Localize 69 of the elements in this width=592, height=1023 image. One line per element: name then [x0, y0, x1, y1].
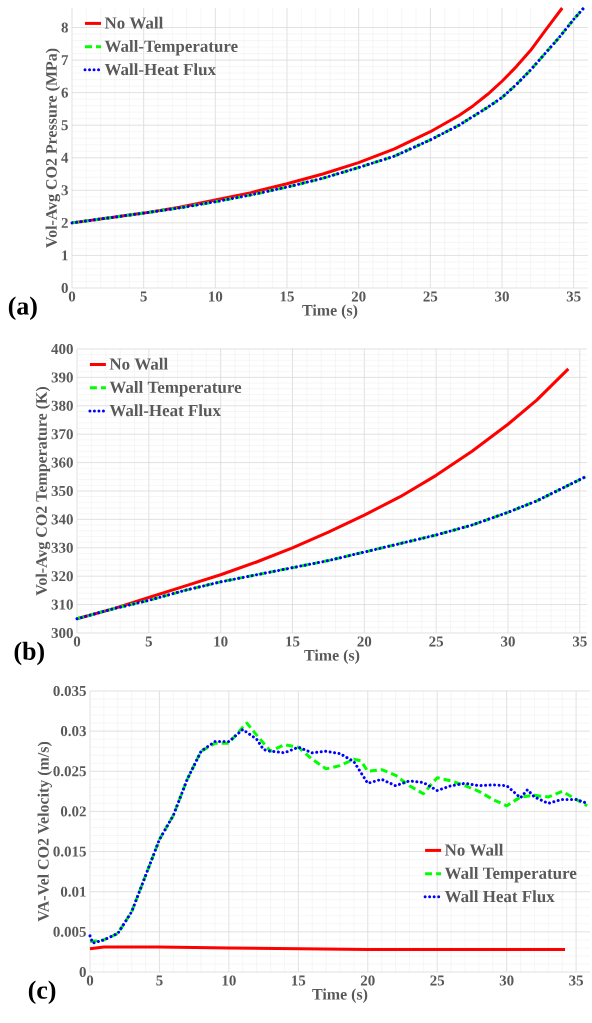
y-tick-label: 0.005 [53, 926, 86, 937]
x-tick-label: 0 [86, 975, 94, 986]
x-tick-label: 10 [214, 636, 228, 647]
legend-label: No Wall [109, 357, 168, 370]
y-tick-label: 320 [51, 571, 73, 582]
y-tick-label: 310 [51, 599, 73, 610]
y-tick-label: 7 [61, 55, 69, 65]
x-tick-label: 30 [495, 291, 509, 302]
x-tick-label: 5 [140, 291, 147, 302]
y-tick-label: 0.01 [60, 886, 86, 897]
y-tick-label: 390 [51, 372, 73, 383]
text: (c) [28, 980, 56, 1005]
y-tick-label: 340 [51, 514, 73, 525]
x-tick-label: 10 [209, 291, 223, 302]
x-tick-label: 35 [569, 975, 584, 986]
y-tick-label: 400 [51, 343, 73, 355]
legend-label: No Wall [444, 843, 504, 856]
x-tick-label: 15 [292, 975, 306, 986]
x-tick-label: 5 [156, 975, 163, 986]
line-series [75, 475, 588, 621]
x-tick-label: 25 [430, 975, 445, 986]
y-tick-label: 360 [51, 457, 73, 468]
y-tick-label: 300 [51, 627, 73, 639]
x-tick-label: 30 [499, 975, 514, 986]
legend-label: No Wall [104, 16, 164, 29]
y-tick-label: 0.03 [60, 726, 86, 737]
y-tick-label: 370 [51, 429, 73, 440]
x-tick-label: 35 [566, 291, 581, 302]
x-tick-label: 15 [280, 291, 294, 302]
legend-label: Wall-Temperature [104, 40, 238, 56]
y-tick-label: 8 [61, 22, 68, 33]
y-tick-label: 0 [61, 282, 68, 294]
x-tick-label: 25 [423, 291, 438, 302]
legend-label: Wall-Heat Flux [109, 404, 221, 417]
y-tick-label: 6 [61, 87, 69, 98]
y-tick-label: 0.015 [53, 846, 86, 857]
x-tick-label: 25 [429, 636, 444, 647]
y-tick-label: 380 [51, 400, 73, 411]
y-tick-label: 5 [61, 120, 68, 131]
text: (b) [14, 641, 44, 666]
x-tick-label: 20 [360, 975, 375, 986]
y-tick-label: 0.02 [60, 806, 86, 817]
legend-label: Wall Heat Flux [444, 890, 555, 903]
legend-label: Wall Temperature [109, 381, 242, 397]
y-tick-label: 1 [62, 250, 68, 261]
text: (a) [8, 296, 37, 321]
legend-label: Wall Temperature [444, 867, 577, 883]
y-tick-label: 4 [61, 152, 69, 163]
y-tick-label: 0.025 [53, 766, 86, 777]
y-axis-title: Vol-Avg CO2 Temperature (K) [35, 386, 51, 596]
x-tick-label: 5 [145, 636, 153, 647]
x-axis-title: Time (s) [312, 988, 368, 1003]
y-tick-label: 0.035 [53, 685, 86, 697]
y-axis-title: Vol-Avg CO2 Pressure (MPa) [45, 48, 61, 248]
y-tick-label: 350 [51, 485, 73, 497]
legend-label: Wall-Heat Flux [104, 63, 216, 76]
x-tick-label: 30 [501, 636, 515, 647]
y-axis-title: VA-Vel CO2 Velocity (m/s) [37, 741, 53, 922]
x-tick-label: 20 [357, 636, 372, 647]
x-tick-label: 35 [572, 636, 587, 647]
x-tick-label: 10 [222, 975, 236, 986]
x-tick-label: 15 [286, 636, 300, 647]
x-tick-label: 20 [351, 291, 366, 302]
x-axis-title: Time (s) [302, 304, 358, 319]
y-tick-label: 330 [51, 542, 73, 553]
y-tick-label: 2 [61, 217, 68, 228]
y-tick-label: 0 [79, 966, 86, 978]
x-axis-title: Time (s) [304, 649, 360, 664]
y-tick-label: 3 [61, 185, 68, 196]
